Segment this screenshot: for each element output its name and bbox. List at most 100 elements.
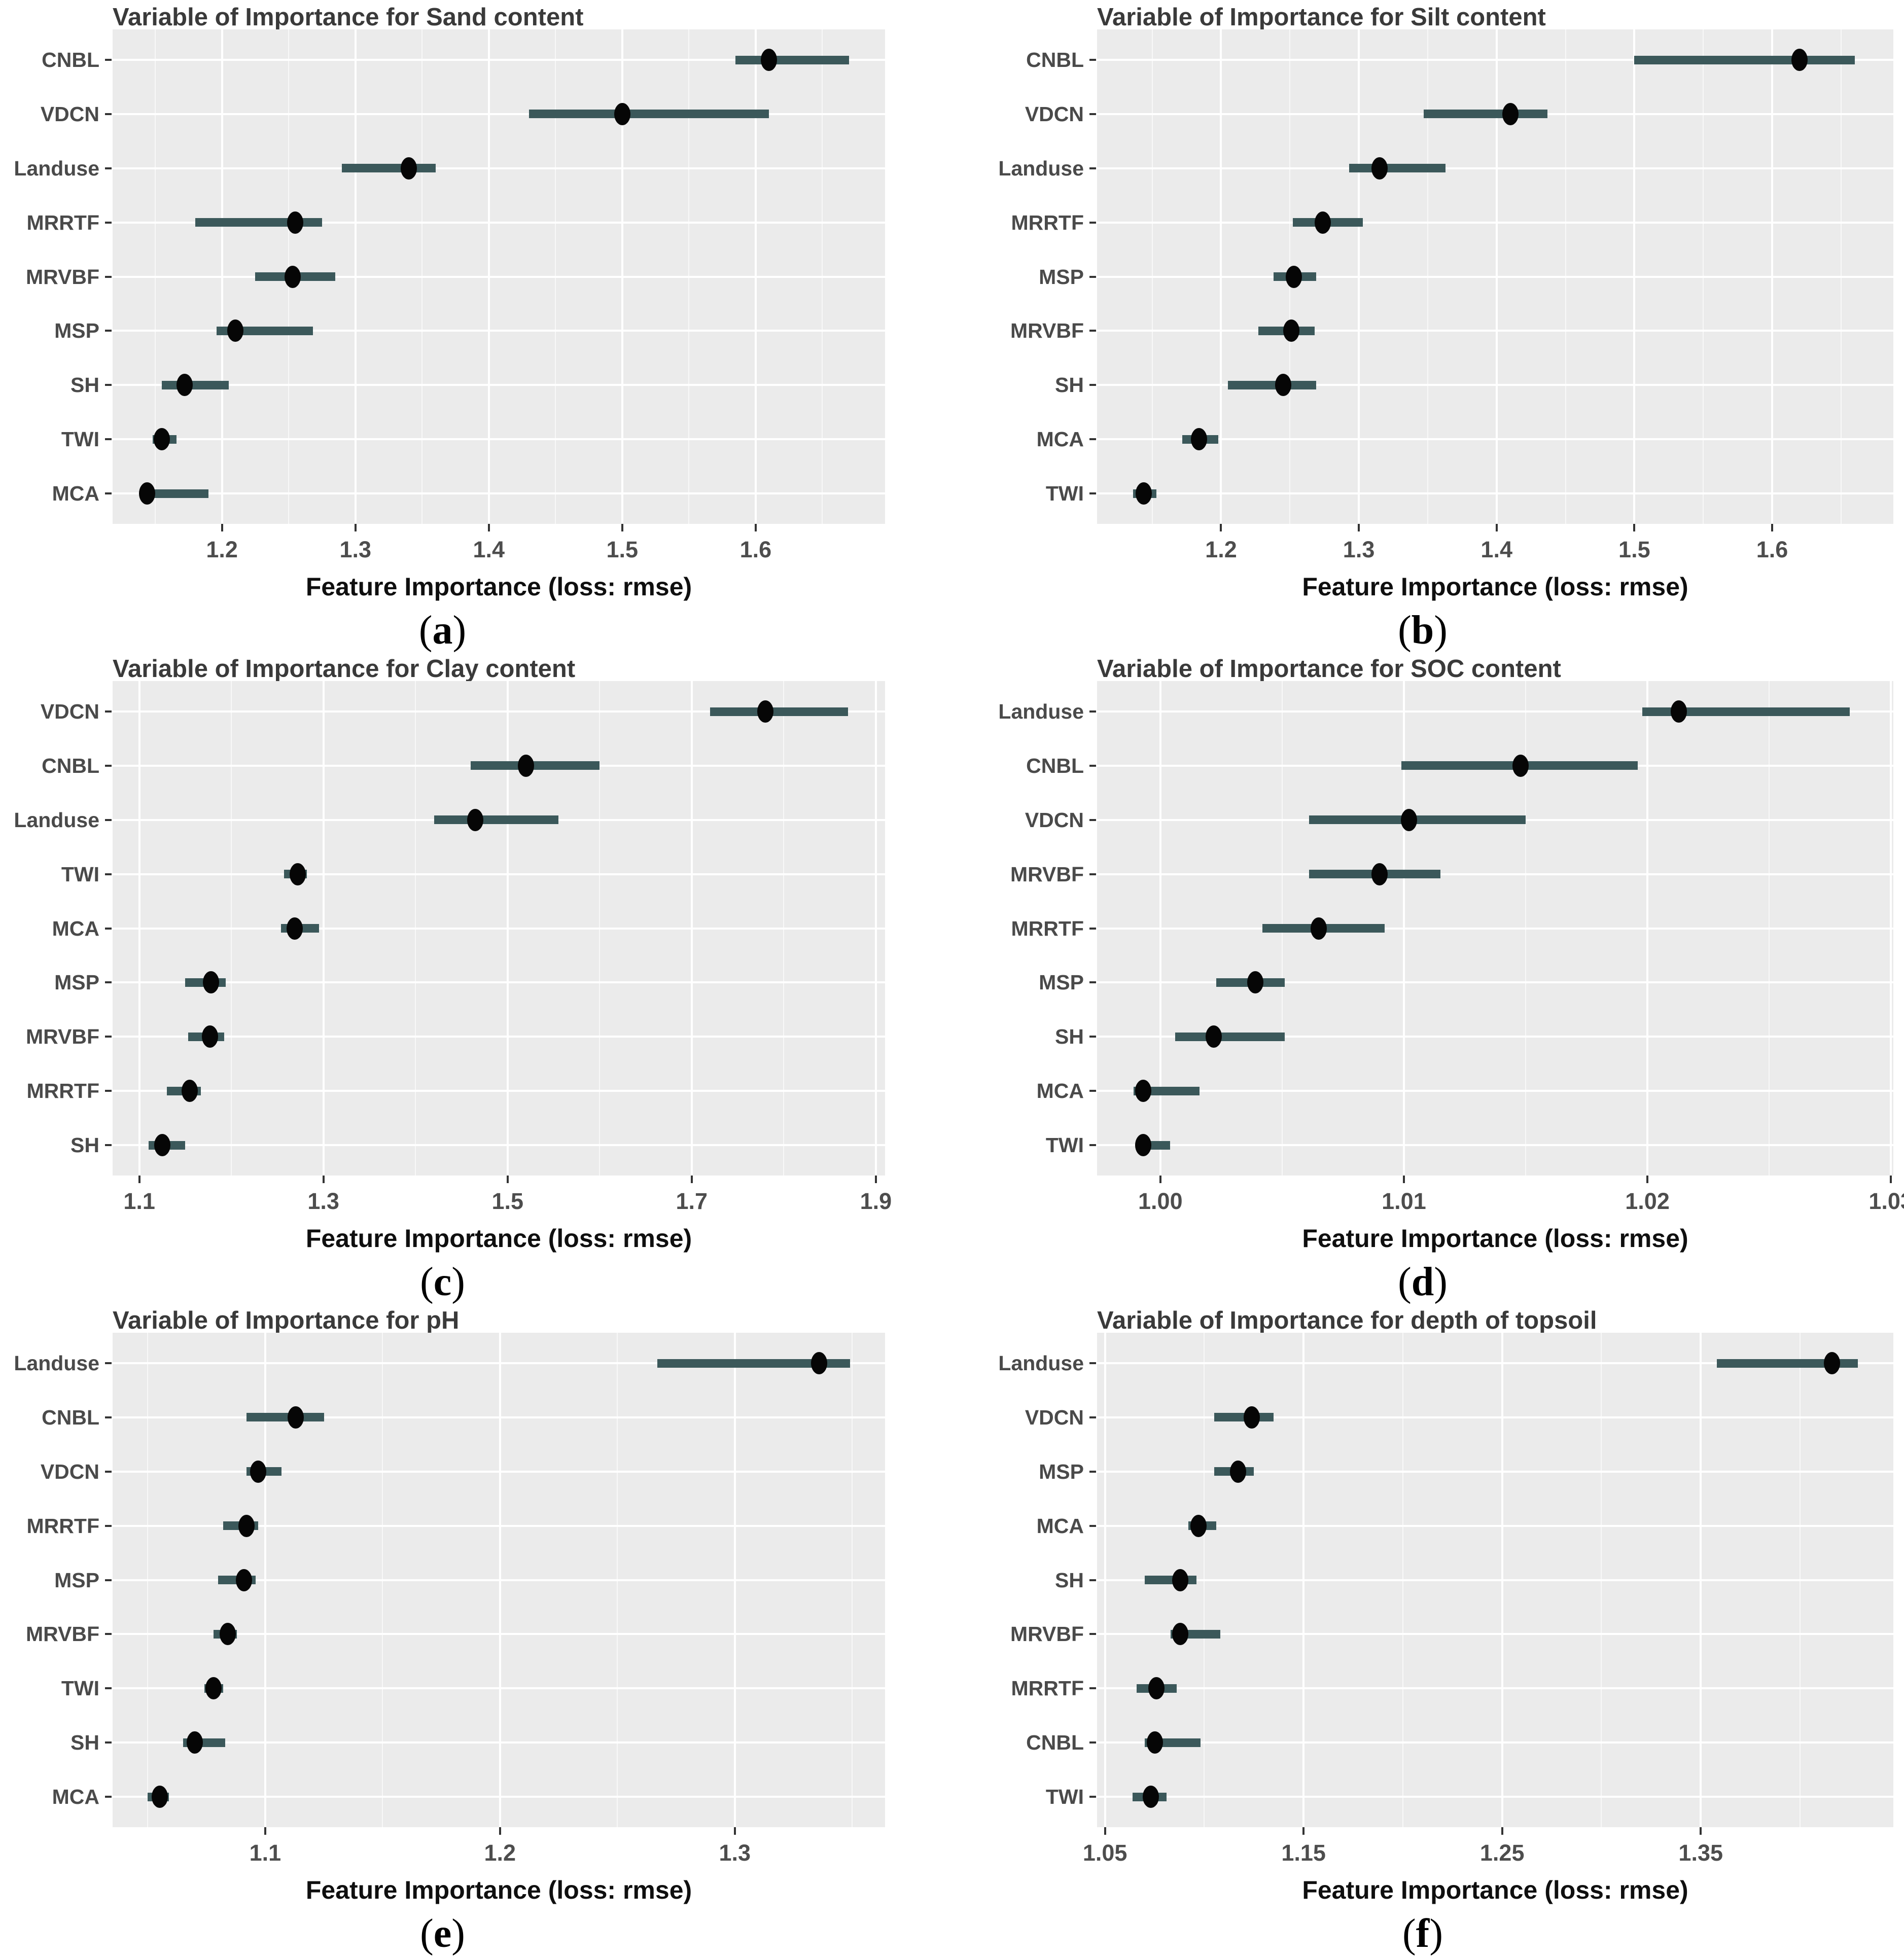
y-axis-label: CNBL: [1026, 1731, 1084, 1755]
gridline-row: [1097, 981, 1893, 984]
y-tick-mark: [1089, 873, 1096, 875]
error-bar: [1349, 164, 1446, 173]
x-tick-label: 1.3: [1343, 537, 1375, 562]
gridline-row: [113, 1579, 885, 1581]
y-axis-label: TWI: [61, 428, 99, 451]
caption-paren: (: [418, 608, 433, 653]
x-tick-mark: [138, 1176, 140, 1183]
y-tick-mark: [105, 1036, 112, 1038]
y-tick-mark: [105, 221, 112, 224]
point-estimate: [1275, 374, 1291, 397]
point-estimate: [1135, 1080, 1152, 1102]
gridline-row: [1097, 873, 1893, 875]
y-tick-mark: [105, 275, 112, 278]
error-bar: [434, 815, 558, 825]
caption-paren: (: [420, 1260, 434, 1304]
gridline-row: [113, 275, 885, 278]
point-estimate: [1146, 1731, 1163, 1754]
x-tick-label: 1.02: [1625, 1188, 1670, 1214]
y-tick-mark: [105, 492, 112, 494]
error-bar: [246, 1413, 324, 1422]
y-tick-mark: [105, 1470, 112, 1473]
panel-title: Variable of Importance for Sand content: [113, 4, 584, 31]
error-bar: [657, 1359, 850, 1368]
x-tick-label: 1.15: [1281, 1840, 1326, 1866]
y-axis-label: MCA: [52, 1785, 99, 1808]
gridline-row: [113, 438, 885, 441]
y-axis-label: TWI: [1045, 1785, 1084, 1808]
x-tick-label: 1.4: [473, 537, 505, 562]
x-tick-mark: [487, 524, 490, 531]
gridline-row: [113, 492, 885, 494]
y-tick-mark: [105, 438, 112, 441]
x-tick-mark: [1495, 524, 1498, 531]
y-tick-mark: [1089, 113, 1096, 115]
x-tick-label: 1.3: [339, 537, 371, 562]
x-tick-mark: [1646, 1176, 1649, 1183]
x-tick-mark: [1402, 1176, 1405, 1183]
y-axis-label: SH: [1055, 1025, 1084, 1049]
y-tick-mark: [1089, 492, 1096, 494]
y-tick-mark: [105, 710, 112, 713]
point-estimate: [1371, 863, 1388, 885]
x-tick-mark: [1302, 1827, 1305, 1835]
point-estimate: [1148, 1677, 1165, 1700]
point-estimate: [811, 1352, 828, 1374]
gridline-row: [1097, 1524, 1893, 1527]
x-tick-mark: [754, 524, 757, 531]
panel-caption: (e): [0, 1911, 885, 1957]
gridline-row: [1097, 59, 1893, 61]
y-tick-mark: [105, 330, 112, 332]
point-estimate: [614, 102, 630, 125]
x-tick-label: 1.9: [860, 1188, 892, 1214]
point-estimate: [154, 428, 170, 451]
caption-paren: ): [451, 1911, 465, 1956]
x-tick-label: 1.3: [307, 1188, 339, 1214]
point-estimate: [1191, 428, 1207, 451]
x-tick-mark: [322, 1176, 325, 1183]
gridline-row: [1097, 710, 1893, 713]
x-tick-mark: [1700, 1827, 1702, 1835]
error-bar: [471, 761, 600, 770]
caption-paren: (: [420, 1911, 434, 1956]
plot-area: [113, 681, 885, 1176]
y-axis-label: MRVBF: [1010, 1622, 1084, 1646]
error-bar: [140, 489, 209, 498]
y-axis-label: Landuse: [998, 156, 1084, 180]
y-tick-mark: [105, 1687, 112, 1690]
gridline-row: [113, 1144, 885, 1146]
y-axis-label: Landuse: [14, 156, 99, 180]
gridline-row: [113, 927, 885, 930]
y-axis-label: TWI: [1045, 482, 1084, 505]
y-tick-mark: [1089, 1090, 1096, 1092]
y-axis-label: CNBL: [42, 754, 99, 777]
point-estimate: [288, 1406, 304, 1429]
y-tick-mark: [1089, 1687, 1096, 1690]
x-tick-label: 1.4: [1480, 537, 1512, 562]
point-estimate: [139, 482, 156, 505]
error-bar: [735, 55, 849, 64]
x-tick-mark: [1633, 524, 1636, 531]
point-estimate: [1244, 1406, 1260, 1429]
point-estimate: [227, 319, 243, 342]
y-tick-mark: [1089, 1741, 1096, 1744]
x-axis-title: Feature Importance (loss: rmse): [1302, 1224, 1688, 1253]
y-tick-mark: [105, 1090, 112, 1092]
x-tick-mark: [1104, 1827, 1106, 1835]
panel-silt: Variable of Importance for Silt content …: [952, 0, 1904, 654]
point-estimate: [1310, 917, 1327, 940]
x-tick-mark: [1771, 524, 1773, 531]
y-tick-mark: [105, 1796, 112, 1798]
gridline-row: [113, 1687, 885, 1690]
x-tick-label: 1.2: [1205, 537, 1237, 562]
y-axis-label: SH: [70, 1731, 99, 1755]
x-tick-label: 1.25: [1479, 1840, 1525, 1866]
panel-caption: (b): [952, 608, 1893, 654]
y-tick-mark: [105, 819, 112, 821]
x-axis-title: Feature Importance (loss: rmse): [1302, 1876, 1688, 1904]
y-axis-label: Landuse: [998, 700, 1084, 723]
x-axis-title: Feature Importance (loss: rmse): [1302, 573, 1688, 601]
gridline-row: [1097, 1144, 1893, 1146]
y-tick-mark: [105, 873, 112, 875]
gridline-row: [1097, 1633, 1893, 1635]
